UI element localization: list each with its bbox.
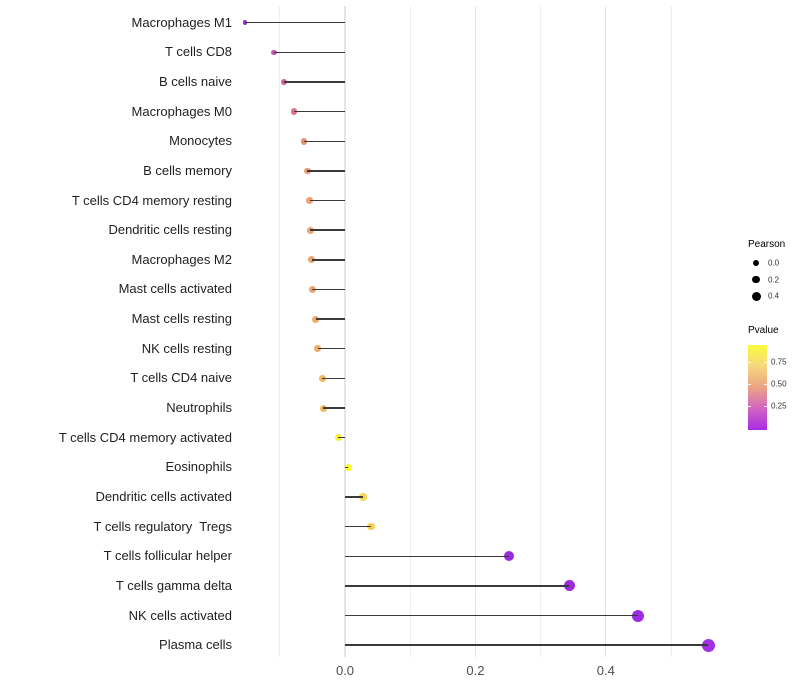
lollipop-dot: [314, 345, 322, 353]
row-label: Dendritic cells activated: [95, 488, 232, 504]
gridline-major: [605, 6, 607, 657]
lollipop-dot: [631, 609, 644, 622]
row-label: Plasma cells: [159, 637, 232, 653]
row-label: T cells gamma delta: [115, 577, 232, 593]
lollipop-stick: [303, 140, 345, 142]
lollipop-stick: [310, 229, 345, 231]
lollipop-dot: [300, 137, 308, 145]
lollipop-stick: [345, 466, 349, 468]
lollipop-dot: [504, 551, 515, 562]
lollipop-stick: [312, 288, 345, 291]
pvalue-legend-title: Pvalue: [748, 325, 779, 336]
lollipop-stick: [345, 585, 570, 587]
gridline-major: [344, 6, 346, 657]
lollipop-stick: [345, 644, 709, 646]
pearson-legend-label: 0.0: [768, 258, 780, 268]
pearson-legend-dot: [753, 260, 759, 266]
row-label: NK cells resting: [141, 340, 232, 356]
row-label: T cells regulatory Tregs: [93, 518, 232, 534]
lollipop-dot: [307, 226, 314, 234]
pvalue-colorbar-tick: [748, 384, 751, 385]
pearson-legend-title: Pearson: [748, 239, 786, 250]
row-label: Neutrophils: [166, 400, 232, 416]
row-label: T cells CD8: [165, 44, 232, 60]
pvalue-colorbar: [748, 345, 767, 430]
pvalue-colorbar-tick: [764, 362, 767, 363]
row-label: B cells naive: [159, 73, 232, 89]
pearson-legend-label: 0.2: [768, 275, 780, 284]
row-label: NK cells activated: [128, 607, 232, 623]
row-label: Mast cells activated: [118, 281, 232, 297]
row-label: Mast cells resting: [131, 311, 232, 327]
gridline-minor: [279, 6, 281, 657]
row-label: T cells CD4 memory activated: [58, 429, 232, 445]
lollipop-stick: [323, 407, 345, 409]
row-label: Monocytes: [169, 133, 232, 149]
x-tick-label: 0.4: [596, 663, 615, 678]
lollipop-stick: [345, 614, 638, 617]
lollipop-stick: [345, 555, 510, 557]
lollipop-stick: [315, 318, 345, 320]
lollipop-stick: [307, 170, 345, 172]
row-label: T cells CD4 memory resting: [71, 192, 232, 208]
x-tick-label: 0.2: [466, 663, 485, 678]
lollipop-stick: [345, 496, 364, 498]
pearson-legend-dot: [752, 275, 760, 284]
lollipop-dot: [563, 580, 575, 592]
lollipop-stick: [245, 22, 345, 24]
lollipop-dot: [312, 315, 320, 323]
gridline-minor: [409, 6, 411, 657]
gridline-minor: [540, 6, 542, 657]
row-label: Eosinophils: [165, 459, 233, 475]
lollipop-stick: [311, 259, 345, 261]
row-label: T cells follicular helper: [103, 548, 232, 564]
row-label: T cells CD4 naive: [130, 370, 232, 386]
pvalue-colorbar-label: 0.50: [771, 379, 787, 389]
lollipop-stick: [273, 51, 345, 54]
lollipop-dot: [359, 493, 368, 501]
x-tick-label: 0.0: [335, 663, 355, 678]
pvalue-colorbar-tick: [764, 406, 767, 407]
pvalue-colorbar-tick: [748, 362, 751, 363]
row-label: B cells memory: [143, 162, 232, 178]
lollipop-dot: [344, 463, 352, 472]
row-label: Macrophages M1: [131, 14, 232, 30]
lollipop-stick: [338, 436, 345, 439]
lollipop-stick: [322, 377, 345, 380]
gridline-minor: [670, 6, 672, 657]
row-label: Macrophages M2: [131, 251, 232, 267]
pearson-legend-label: 0.4: [768, 291, 780, 301]
lollipop-dot: [701, 638, 715, 652]
gridline-major: [474, 6, 477, 657]
pvalue-colorbar-label: 0.75: [771, 357, 787, 367]
pvalue-colorbar-tick: [748, 406, 751, 407]
lollipop-stick: [345, 525, 372, 528]
lollipop-stick: [294, 110, 345, 113]
row-label: Macrophages M0: [131, 103, 232, 119]
pvalue-colorbar-tick: [764, 384, 767, 385]
lollipop-stick: [317, 348, 345, 350]
pearson-legend-dot: [751, 291, 761, 301]
pvalue-colorbar-label: 0.25: [771, 401, 787, 411]
lollipop-stick: [309, 199, 345, 202]
lollipop-stick: [283, 81, 345, 83]
row-label: Dendritic cells resting: [108, 222, 232, 238]
